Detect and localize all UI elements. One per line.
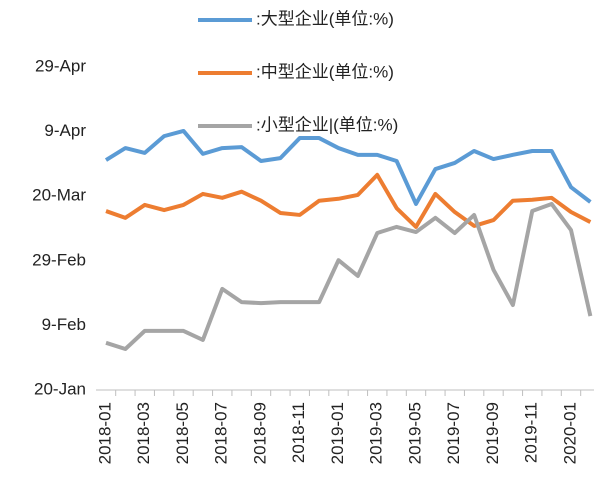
y-tick-label: 9-Feb [42, 315, 86, 334]
legend-label: :小型企业|(单位:%) [256, 115, 398, 134]
x-tick-label: 2019-05 [405, 402, 424, 464]
x-tick-label: 2019-11 [522, 402, 541, 463]
x-tick-label: 2020-01 [560, 402, 579, 464]
x-tick-label: 2018-07 [212, 402, 231, 464]
y-tick-label: 20-Mar [32, 186, 86, 205]
series-line [105, 172, 592, 229]
legend-label: :大型企业(单位:%) [256, 9, 394, 28]
y-tick-label: 29-Feb [32, 250, 86, 269]
series-line [104, 128, 592, 206]
x-tick-label: 2019-09 [483, 402, 502, 464]
legend-label: :中型企业(单位:%) [256, 62, 394, 81]
x-tick-label: 2018-01 [95, 402, 114, 464]
x-tick-label: 2018-09 [250, 402, 269, 464]
y-tick-label: 29-Apr [35, 56, 86, 75]
series-line [105, 201, 593, 351]
x-tick-label: 2018-03 [134, 402, 153, 464]
y-tick-label: 9-Apr [44, 121, 86, 140]
x-tick-label: 2018-05 [173, 402, 192, 464]
y-tick-label: 20-Jan [34, 379, 86, 398]
x-tick-label: 2019-03 [367, 402, 386, 464]
x-tick-label: 2018-11 [289, 402, 308, 463]
x-tick-label: 2019-07 [444, 402, 463, 464]
x-tick-label: 2019-01 [328, 402, 347, 464]
